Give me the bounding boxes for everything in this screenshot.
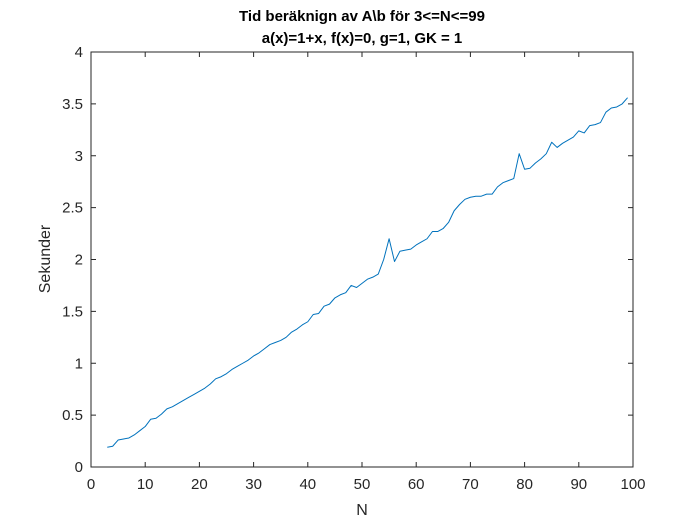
y-tick-label: 0.5 <box>62 407 83 424</box>
x-tick-label: 80 <box>516 476 533 493</box>
axes-box <box>90 51 634 468</box>
x-tick-label: 0 <box>87 476 95 493</box>
y-tick-label: 0 <box>75 459 83 476</box>
x-axis-label: N <box>356 502 368 519</box>
chart-subtitle: a(x)=1+x, f(x)=0, g=1, GK = 1 <box>262 30 463 47</box>
x-tick-label: 30 <box>245 476 262 493</box>
y-tick-label: 2 <box>75 252 83 269</box>
y-tick-label: 1.5 <box>62 303 83 320</box>
x-tick-label: 60 <box>408 476 425 493</box>
x-tick-label: 50 <box>354 476 371 493</box>
x-tick-label: 90 <box>570 476 587 493</box>
series-layer <box>107 97 628 448</box>
tick-labels: 0 10 20 30 40 50 60 70 80 90 100 0 0.5 1 1.5 2 2.5 3 3.5 4 <box>62 44 645 493</box>
y-tick-label: 2.5 <box>62 200 83 217</box>
x-tick-label: 10 <box>137 476 154 493</box>
x-tick-label: 40 <box>299 476 316 493</box>
y-tick-label: 1 <box>75 355 83 372</box>
y-tick-label: 3 <box>75 148 83 165</box>
x-tick-label: 20 <box>191 476 208 493</box>
x-tick-label: 70 <box>462 476 479 493</box>
chart-title: Tid beräknign av A\b för 3<=N<=99 <box>239 8 485 25</box>
y-tick-label: 3.5 <box>62 96 83 113</box>
series-line <box>107 97 628 448</box>
y-tick-label: 4 <box>75 44 83 61</box>
x-tick-label: 100 <box>620 476 645 493</box>
y-axis-label: Sekunder <box>37 224 54 293</box>
plot-area <box>91 52 633 467</box>
